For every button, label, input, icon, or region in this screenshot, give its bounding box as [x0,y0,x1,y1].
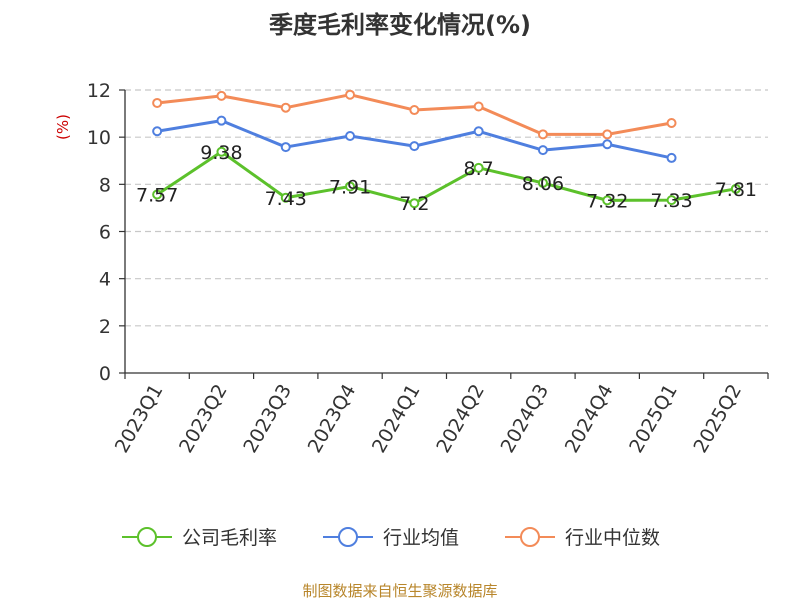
data-point [280,192,291,203]
data-point [473,126,484,137]
legend-marker [338,527,358,547]
data-point [345,130,356,141]
data-point [409,105,420,116]
y-tick-label: 2 [99,316,111,338]
y-axis-label: (%) [54,114,72,140]
series-line [156,150,737,205]
data-labels: 7.57 9.38 7.43 7.91 7.2 8.7 8.06 7.32 7.33 7.81 [136,142,757,215]
data-point [473,162,484,173]
source-note: 制图数据来自恒生聚源数据库 [302,582,497,600]
data-point [280,102,291,113]
legend: 公司毛利率 行业均值 行业中位数 [122,527,660,549]
data-point [537,177,548,188]
series-layer [152,89,741,209]
data-label: 9.38 [200,142,242,164]
x-tick-label: 2023Q1 [111,381,168,457]
data-point [602,129,613,140]
data-point [473,101,484,112]
data-point [152,97,163,108]
legend-marker [137,527,157,547]
y-tick-label: 10 [87,127,111,149]
chart-title: 季度毛利率变化情况(%) [269,11,531,39]
x-tick-label: 2023Q3 [239,381,296,457]
y-tick-label: 12 [87,80,111,102]
data-label: 7.91 [329,176,371,198]
data-point [666,152,677,163]
data-label: 7.2 [399,193,429,215]
data-point [409,198,420,209]
data-point [216,90,227,101]
data-point [730,183,741,194]
y-tick-label: 8 [99,174,111,196]
x-tick-label: 2025Q2 [689,381,746,457]
data-label: 7.81 [715,179,757,201]
x-tick-label: 2024Q1 [368,381,425,457]
x-tick-label: 2024Q4 [561,381,618,457]
legend-item: 公司毛利率 [122,527,277,549]
legend-marker [520,527,540,547]
x-tick-label: 2023Q4 [304,381,361,457]
data-point [216,146,227,157]
legend-label: 公司毛利率 [182,527,277,549]
data-point [152,189,163,200]
data-point [537,129,548,140]
data-point [152,126,163,137]
legend-label: 行业均值 [383,527,459,549]
y-tick-label: 4 [99,269,111,291]
legend-label: 行业中位数 [565,527,660,549]
data-point [666,118,677,129]
x-tick-label: 2024Q3 [497,381,554,457]
data-point [409,141,420,152]
data-point [280,142,291,153]
data-label: 7.57 [136,184,178,206]
y-tick-label: 6 [99,222,111,244]
x-tick-label: 2023Q2 [175,381,232,457]
data-label: 8.06 [522,173,564,195]
x-tick-label: 2024Q2 [432,381,489,457]
data-point [602,139,613,150]
data-point [216,115,227,126]
data-label: 7.32 [586,190,628,212]
data-label: 8.7 [464,158,494,180]
legend-item: 行业中位数 [505,527,660,549]
data-point [602,195,613,206]
data-point [537,145,548,156]
x-tick-label: 2025Q1 [625,381,682,457]
data-label: 7.43 [265,188,307,210]
data-point [345,89,356,100]
data-point [345,181,356,192]
y-tick-label: 0 [99,363,111,385]
data-label: 7.33 [650,190,692,212]
data-point [666,195,677,206]
legend-item: 行业均值 [323,527,459,549]
